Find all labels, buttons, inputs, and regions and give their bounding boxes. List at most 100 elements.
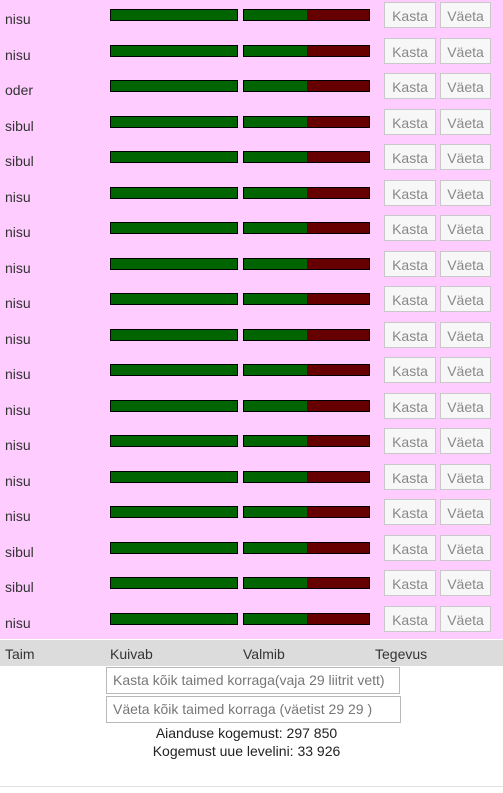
fertilize-button[interactable]: Väeta xyxy=(440,499,491,525)
plant-row: sibul Kasta Väeta xyxy=(0,533,503,569)
dry-progress-bar xyxy=(110,257,238,270)
ready-progress-bar xyxy=(243,364,370,376)
fertilize-button[interactable]: Väeta xyxy=(440,357,491,383)
water-button[interactable]: Kasta xyxy=(384,392,436,419)
fertilize-button[interactable]: Väeta xyxy=(440,37,491,64)
plant-name: nisu xyxy=(5,224,31,240)
plant-row: nisu Kasta Väeta xyxy=(0,391,503,427)
ready-progress-bar xyxy=(243,222,370,234)
plant-name: nisu xyxy=(5,366,31,382)
dry-progress-bar xyxy=(110,399,238,412)
plant-row: nisu Kasta Väeta xyxy=(0,178,503,214)
water-button[interactable]: Kasta xyxy=(384,605,436,632)
ready-progress-bar xyxy=(243,293,370,305)
fertilize-button[interactable]: Väeta xyxy=(440,428,491,454)
water-button[interactable]: Kasta xyxy=(384,179,436,206)
plant-name: nisu xyxy=(5,259,31,276)
dry-progress-bar xyxy=(110,222,238,234)
dry-progress-bar xyxy=(110,364,238,376)
plant-row: nisu Kasta Väeta xyxy=(0,462,503,498)
header-dries: Kuivab xyxy=(110,646,153,662)
water-button[interactable]: Kasta xyxy=(384,144,436,170)
fertilize-all-button[interactable]: Väeta kõik taimed korraga (väetist 29 29… xyxy=(106,696,401,723)
plant-name: nisu xyxy=(5,614,31,631)
next-level-experience: Kogemust uue levelini: 33 926 xyxy=(152,743,341,759)
ready-progress-bar xyxy=(243,186,370,199)
water-button[interactable]: Kasta xyxy=(384,534,436,561)
fertilize-button[interactable]: Väeta xyxy=(440,392,491,419)
plant-row: nisu Kasta Väeta xyxy=(0,426,503,462)
divider xyxy=(0,786,503,787)
water-button[interactable]: Kasta xyxy=(384,2,436,28)
dry-progress-bar xyxy=(110,186,238,199)
dry-progress-bar xyxy=(110,151,238,163)
plant-name: nisu xyxy=(5,508,31,524)
plant-row: nisu Kasta Väeta xyxy=(0,320,503,356)
fertilize-button[interactable]: Väeta xyxy=(440,73,491,99)
plant-row: nisu Kasta Väeta xyxy=(0,497,503,533)
dry-progress-bar xyxy=(110,328,238,341)
water-button[interactable]: Kasta xyxy=(384,73,436,99)
plant-list: nisu Kasta Väeta nisu Kasta Väeta oder Kasta Väe… xyxy=(0,0,503,639)
plant-name: nisu xyxy=(5,437,31,453)
plant-row: sibul Kasta Väeta xyxy=(0,107,503,143)
garden-experience: Aianduse kogemust: 297 850 xyxy=(155,725,338,741)
water-button[interactable]: Kasta xyxy=(384,570,436,596)
fertilize-button[interactable]: Väeta xyxy=(440,250,491,277)
fertilize-button[interactable]: Väeta xyxy=(440,2,491,28)
plant-name: nisu xyxy=(5,188,31,205)
fertilize-button[interactable]: Väeta xyxy=(440,321,491,348)
water-button[interactable]: Kasta xyxy=(384,37,436,64)
water-button[interactable]: Kasta xyxy=(384,215,436,241)
ready-progress-bar xyxy=(243,470,370,483)
dry-progress-bar xyxy=(110,470,238,483)
plant-row: sibul Kasta Väeta xyxy=(0,568,503,604)
water-button[interactable]: Kasta xyxy=(384,428,436,454)
water-button[interactable]: Kasta xyxy=(384,499,436,525)
fertilize-button[interactable]: Väeta xyxy=(440,286,491,312)
dry-progress-bar xyxy=(110,541,238,554)
ready-progress-bar xyxy=(243,151,370,163)
plant-name: oder xyxy=(5,82,34,98)
fertilize-button[interactable]: Väeta xyxy=(440,605,491,632)
ready-progress-bar xyxy=(243,577,370,589)
plant-row: nisu Kasta Väeta xyxy=(0,213,503,249)
dry-progress-bar xyxy=(110,435,238,447)
ready-progress-bar xyxy=(243,435,370,447)
ready-progress-bar xyxy=(243,541,370,554)
water-all-button[interactable]: Kasta kõik taimed korraga(vaja 29 liitri… xyxy=(106,667,400,694)
fertilize-button[interactable]: Väeta xyxy=(440,534,491,561)
ready-progress-bar xyxy=(243,399,370,412)
plant-name: sibul xyxy=(5,543,34,560)
water-button[interactable]: Kasta xyxy=(384,463,436,490)
fertilize-button[interactable]: Väeta xyxy=(440,215,491,241)
dry-progress-bar xyxy=(110,506,238,518)
plant-name: nisu xyxy=(5,401,31,418)
water-button[interactable]: Kasta xyxy=(384,250,436,277)
plant-name: nisu xyxy=(5,295,31,311)
water-button[interactable]: Kasta xyxy=(384,357,436,383)
ready-progress-bar xyxy=(243,80,370,92)
water-button[interactable]: Kasta xyxy=(384,321,436,348)
ready-progress-bar xyxy=(243,115,370,128)
dry-progress-bar xyxy=(110,44,238,57)
fertilize-button[interactable]: Väeta xyxy=(440,570,491,596)
ready-progress-bar xyxy=(243,612,370,625)
plant-row: nisu Kasta Väeta xyxy=(0,36,503,72)
header-action: Tegevus xyxy=(375,646,428,662)
water-button[interactable]: Kasta xyxy=(384,108,436,135)
dry-progress-bar xyxy=(110,9,238,21)
dry-progress-bar xyxy=(110,577,238,589)
water-button[interactable]: Kasta xyxy=(384,286,436,312)
ready-progress-bar xyxy=(243,506,370,518)
ready-progress-bar xyxy=(243,44,370,57)
plant-row: nisu Kasta Väeta xyxy=(0,0,503,36)
table-header: Taim Kuivab Valmib Tegevus xyxy=(0,640,503,666)
plant-row: oder Kasta Väeta xyxy=(0,71,503,107)
plant-name: nisu xyxy=(5,46,31,63)
header-plant: Taim xyxy=(5,646,35,662)
fertilize-button[interactable]: Väeta xyxy=(440,144,491,170)
fertilize-button[interactable]: Väeta xyxy=(440,463,491,490)
fertilize-button[interactable]: Väeta xyxy=(440,108,491,135)
fertilize-button[interactable]: Väeta xyxy=(440,179,491,206)
